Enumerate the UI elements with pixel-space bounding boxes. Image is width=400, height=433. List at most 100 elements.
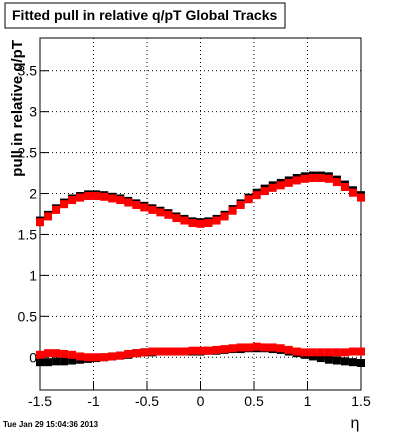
marker (156, 347, 165, 356)
marker (180, 216, 189, 225)
marker (357, 358, 365, 367)
marker (84, 191, 93, 200)
x-tick-label: 0.5 (244, 393, 264, 409)
marker (212, 216, 221, 225)
marker (52, 357, 61, 366)
marker (84, 353, 93, 362)
marker (36, 350, 44, 359)
marker (308, 352, 317, 361)
marker (124, 349, 133, 358)
marker (148, 347, 157, 356)
marker (36, 218, 44, 227)
x-axis-label: η (351, 415, 360, 432)
y-tick-label: 1 (29, 267, 37, 283)
x-tick-label: 0 (197, 393, 205, 409)
marker (324, 348, 333, 357)
marker (44, 358, 53, 367)
marker (164, 210, 173, 219)
marker (156, 208, 165, 217)
marker (92, 191, 101, 200)
plot-frame (39, 37, 362, 391)
marker (300, 348, 309, 357)
marker (252, 191, 261, 200)
marker (212, 345, 221, 354)
marker (276, 344, 285, 353)
marker (108, 352, 117, 361)
marker (300, 174, 309, 183)
marker (196, 346, 205, 355)
marker (260, 343, 269, 352)
marker (348, 188, 357, 197)
y-tick-label: 0.5 (18, 308, 38, 324)
marker (116, 351, 125, 360)
marker (124, 198, 133, 207)
marker (100, 353, 109, 362)
marker (228, 206, 237, 215)
marker (324, 174, 333, 183)
marker (348, 358, 357, 367)
marker (308, 173, 317, 182)
marker (308, 348, 317, 357)
x-tick-label: 1 (304, 393, 312, 409)
marker (92, 353, 101, 362)
marker (228, 344, 237, 353)
marker (132, 200, 141, 209)
marker (204, 346, 213, 355)
marker (324, 355, 333, 364)
marker (236, 200, 245, 209)
marker (68, 356, 77, 365)
marker (357, 347, 365, 356)
y-tick-label: 2 (29, 186, 37, 202)
x-tick-label: -0.5 (135, 393, 159, 409)
marker (204, 219, 213, 228)
marker (60, 200, 69, 209)
marker (220, 345, 229, 354)
marker (188, 219, 197, 228)
marker (196, 219, 205, 228)
y-tick-label: 3 (29, 104, 37, 120)
marker (180, 347, 189, 356)
marker (316, 173, 325, 182)
marker (284, 345, 293, 354)
timestamp: Tue Jan 29 15:04:36 2013 (3, 420, 99, 429)
marker (348, 347, 357, 356)
marker (340, 348, 349, 357)
marker (116, 196, 125, 205)
marker (172, 214, 181, 223)
marker (36, 358, 44, 367)
marker (236, 343, 245, 352)
chart-title: Fitted pull in relative q/pT Global Trac… (12, 7, 277, 23)
marker (148, 205, 157, 214)
marker (244, 343, 253, 352)
title-box (4, 2, 286, 29)
marker (292, 347, 301, 356)
marker (60, 357, 69, 366)
marker (60, 349, 69, 358)
marker (140, 348, 149, 357)
marker (68, 350, 77, 359)
y-tick-label: 2.5 (18, 145, 38, 161)
marker (44, 349, 53, 358)
marker (68, 196, 77, 205)
marker (284, 178, 293, 187)
marker (188, 346, 197, 355)
marker (260, 187, 269, 196)
marker (340, 182, 349, 191)
marker (108, 194, 117, 203)
marker (132, 349, 141, 358)
marker (76, 193, 85, 202)
y-tick-label: 3.5 (18, 63, 38, 79)
marker (340, 357, 349, 366)
x-tick-label: 1.5 (351, 393, 371, 409)
y-tick-label: 0 (29, 349, 37, 365)
marker (332, 178, 341, 187)
marker (268, 183, 277, 192)
y-axis-label: pull in relative q/pT (9, 40, 26, 177)
x-tick-label: -1.5 (28, 393, 52, 409)
marker (292, 176, 301, 185)
marker (316, 354, 325, 363)
marker (44, 212, 53, 221)
marker (172, 347, 181, 356)
marker (276, 181, 285, 190)
